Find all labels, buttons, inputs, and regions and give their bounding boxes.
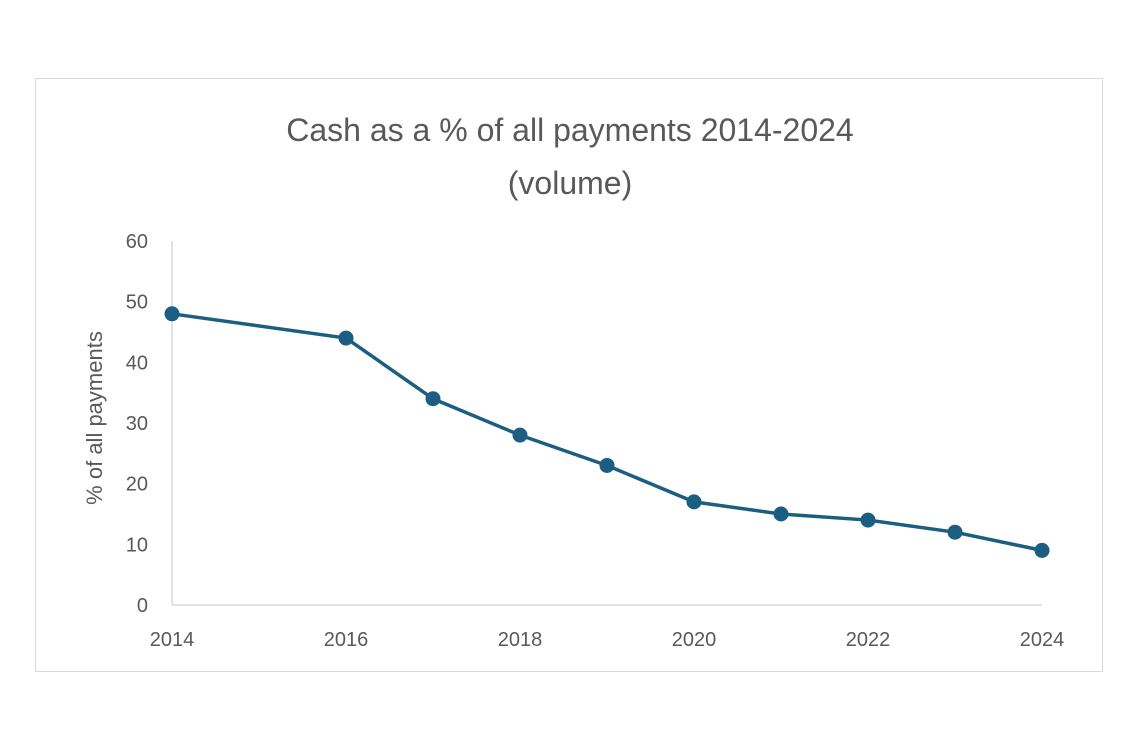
chart-title-line-2: (volume) [508, 165, 632, 201]
series-line [170, 312, 1044, 553]
x-tick-label: 2018 [498, 629, 543, 651]
x-tick-label: 2020 [672, 629, 717, 651]
x-tick-label: 2022 [846, 629, 891, 651]
y-tick-labels: 0 10 20 30 40 50 60 [126, 231, 148, 617]
data-point-2018 [512, 427, 528, 443]
chart-title-line-1: Cash as a % of all payments 2014-2024 [286, 112, 853, 148]
x-tick-label: 2024 [1020, 629, 1065, 651]
data-point-2022 [860, 512, 876, 528]
y-axis-title: % of all payments [82, 331, 107, 505]
data-point-2021 [773, 506, 789, 522]
data-point-2014 [164, 306, 180, 322]
y-tick-label: 40 [126, 352, 148, 374]
series-markers [164, 306, 1050, 558]
series-lines [170, 312, 1044, 553]
y-tick-label: 20 [126, 474, 148, 496]
data-point-2019 [599, 457, 615, 473]
data-point-2020 [686, 494, 702, 510]
data-point-2023 [947, 524, 963, 540]
y-tick-label: 50 [126, 292, 148, 314]
x-tick-labels: 2014 2016 2018 2020 2022 2024 [150, 629, 1065, 651]
y-tick-label: 30 [126, 413, 148, 435]
data-point-2017 [425, 391, 441, 407]
x-tick-label: 2016 [324, 629, 369, 651]
line-chart: Cash as a % of all payments 2014-2024 (v… [82, 112, 1065, 651]
y-tick-label: 60 [126, 231, 148, 253]
data-point-2016 [338, 330, 354, 346]
y-tick-label: 0 [137, 595, 148, 617]
x-tick-label: 2014 [150, 629, 195, 651]
y-tick-label: 10 [126, 534, 148, 556]
data-point-2024 [1034, 542, 1050, 558]
chart-area: Cash as a % of all payments 2014-2024 (v… [35, 78, 1103, 672]
